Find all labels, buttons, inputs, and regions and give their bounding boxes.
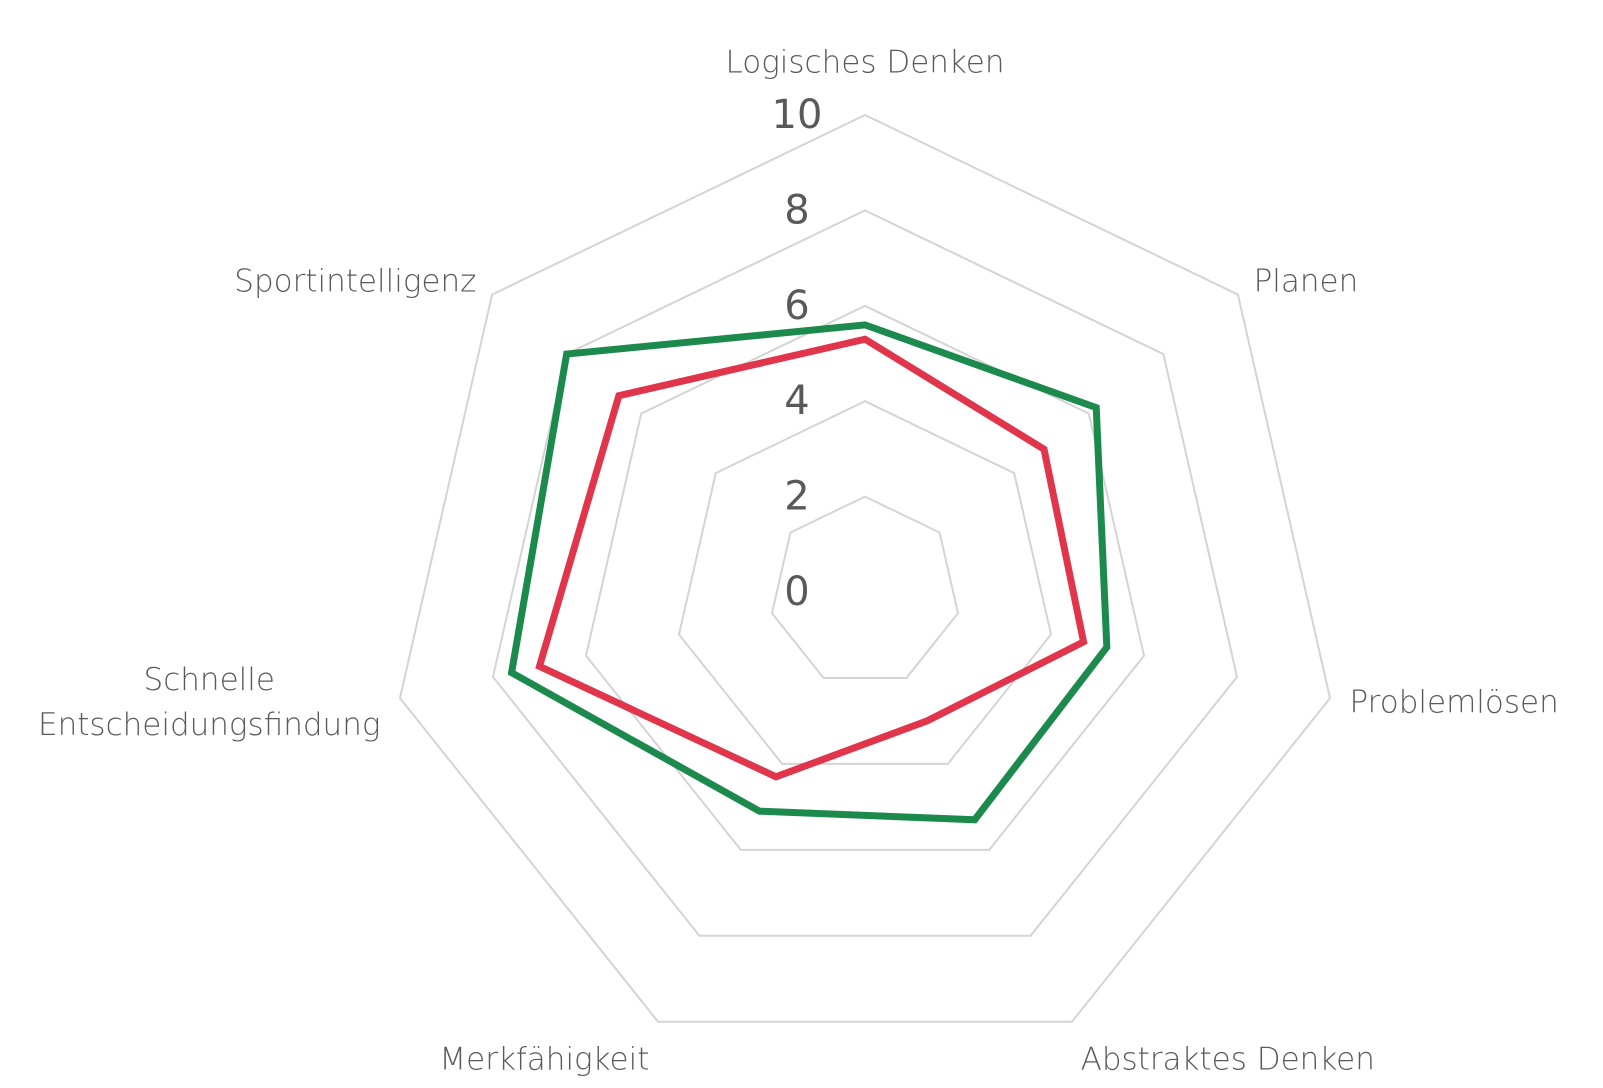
series-line — [507, 321, 1111, 824]
grid-ring — [677, 400, 1053, 765]
category-label: Schnelle Entscheidungsfindung — [38, 661, 381, 743]
y-tick-label: 4 — [784, 378, 809, 424]
grid-ring — [770, 495, 960, 679]
category-label: Abstraktes Denken — [1080, 1041, 1375, 1078]
category-label: Planen — [1253, 263, 1359, 300]
y-tick-label: 0 — [784, 569, 809, 615]
category-label: Logisches Denken — [725, 44, 1005, 81]
y-tick-label: 10 — [772, 92, 823, 138]
category-label: Problemlösen — [1349, 684, 1559, 721]
grid-ring — [398, 113, 1332, 1023]
category-label: Merkfähigkeit — [439, 1041, 650, 1078]
category-label: Sportintelligenz — [234, 263, 477, 300]
y-tick-label: 6 — [784, 283, 809, 329]
y-tick-label: 2 — [784, 474, 809, 520]
y-tick-label: 8 — [784, 187, 809, 233]
series-line — [535, 335, 1088, 781]
